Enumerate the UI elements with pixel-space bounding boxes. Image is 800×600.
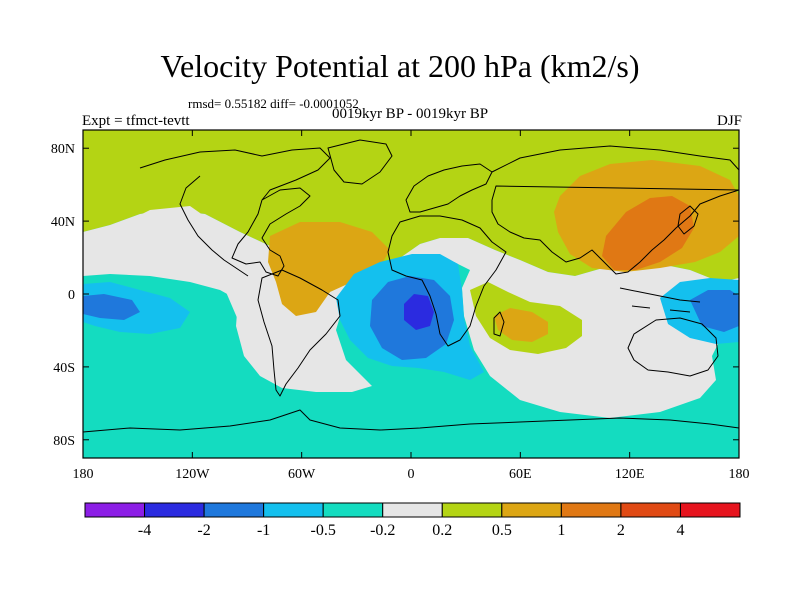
colorbar-box (382, 502, 443, 518)
longitude-axis: 180 120W 60W 0 60E 120E 180 (73, 130, 750, 482)
colorbar-label: 1 (557, 522, 565, 539)
coast-indonesia (619, 287, 701, 313)
colorbar-box (144, 502, 205, 518)
lon-tick-label: 180 (73, 467, 94, 482)
field-neutral-band (83, 210, 739, 418)
coast-greenland (327, 139, 393, 185)
colorbar-box (203, 502, 265, 518)
lat-tick-label: 0 (68, 288, 75, 303)
lat-tick-label: 40N (51, 215, 75, 230)
period-label: 0019kyr BP - 0019kyr BP (331, 106, 489, 122)
coast-australia (627, 317, 719, 377)
lat-tick-label: 40S (53, 361, 75, 376)
field-neutral-pacific (100, 206, 270, 348)
colorbar-box (501, 502, 562, 518)
lat-tick-label: 80N (51, 142, 75, 157)
lon-tick-label: 60W (288, 467, 316, 482)
lat-tick-label: 80S (53, 434, 75, 449)
coast-madagascar (493, 311, 505, 337)
colorbar-label: 0.2 (432, 522, 452, 539)
colorbar-label: -1 (257, 522, 270, 539)
contour-fields (83, 130, 739, 458)
lon-tick-label: 180 (729, 467, 750, 482)
colorbar-box (263, 502, 324, 518)
coast-south-america (257, 269, 341, 397)
season-label: DJF (716, 113, 742, 129)
colorbar-box (84, 502, 146, 518)
colorbar-label: 2 (617, 522, 625, 539)
field-negative-africa-core (404, 294, 434, 330)
lon-tick-label: 60E (509, 467, 532, 482)
coast-japan (677, 205, 699, 235)
coast-antarctica (82, 409, 740, 433)
colorbar-labels: -4 -2 -1 -0.5 -0.2 0.2 0.5 1 2 4 (138, 522, 685, 539)
colorbar-box (560, 502, 622, 518)
coast-europe (405, 163, 493, 213)
coast-asia (491, 145, 740, 275)
colorbar-box (441, 502, 503, 518)
map-title: Velocity Potential at 200 hPa (km2/s) (160, 48, 640, 84)
coast-africa (387, 215, 507, 347)
coastlines (82, 139, 740, 433)
colorbar-box (679, 502, 741, 518)
field-negative-dateline-strong (83, 294, 140, 320)
latitude-axis: 80N 40N 0 40S 80S (51, 142, 739, 449)
experiment-label: Expt = tfmct-tevtt (82, 113, 190, 129)
field-negative-wpacific-strong (690, 290, 739, 332)
coast-north-america (139, 147, 331, 277)
lon-tick-label: 0 (408, 467, 415, 482)
stats-label: rmsd= 0.55182 diff= -0.0001052 (188, 96, 359, 111)
lon-tick-label: 120E (615, 467, 645, 482)
colorbar-label: 0.5 (492, 522, 512, 539)
colorbar-label: -2 (197, 522, 210, 539)
lon-tick-label: 120W (175, 467, 210, 482)
colorbar-label: -0.2 (370, 522, 395, 539)
colorbar-box (322, 502, 384, 518)
field-positive-asia-core (602, 196, 694, 270)
colorbar-label: 4 (676, 522, 684, 539)
colorbar-label: -4 (138, 522, 151, 539)
colorbar-box (620, 502, 681, 518)
field-positive-indian-ocean-core (494, 308, 548, 342)
colorbar-boxes (84, 502, 741, 518)
colorbar-label: -0.5 (311, 522, 336, 539)
field-positive-atlantic (268, 222, 390, 316)
